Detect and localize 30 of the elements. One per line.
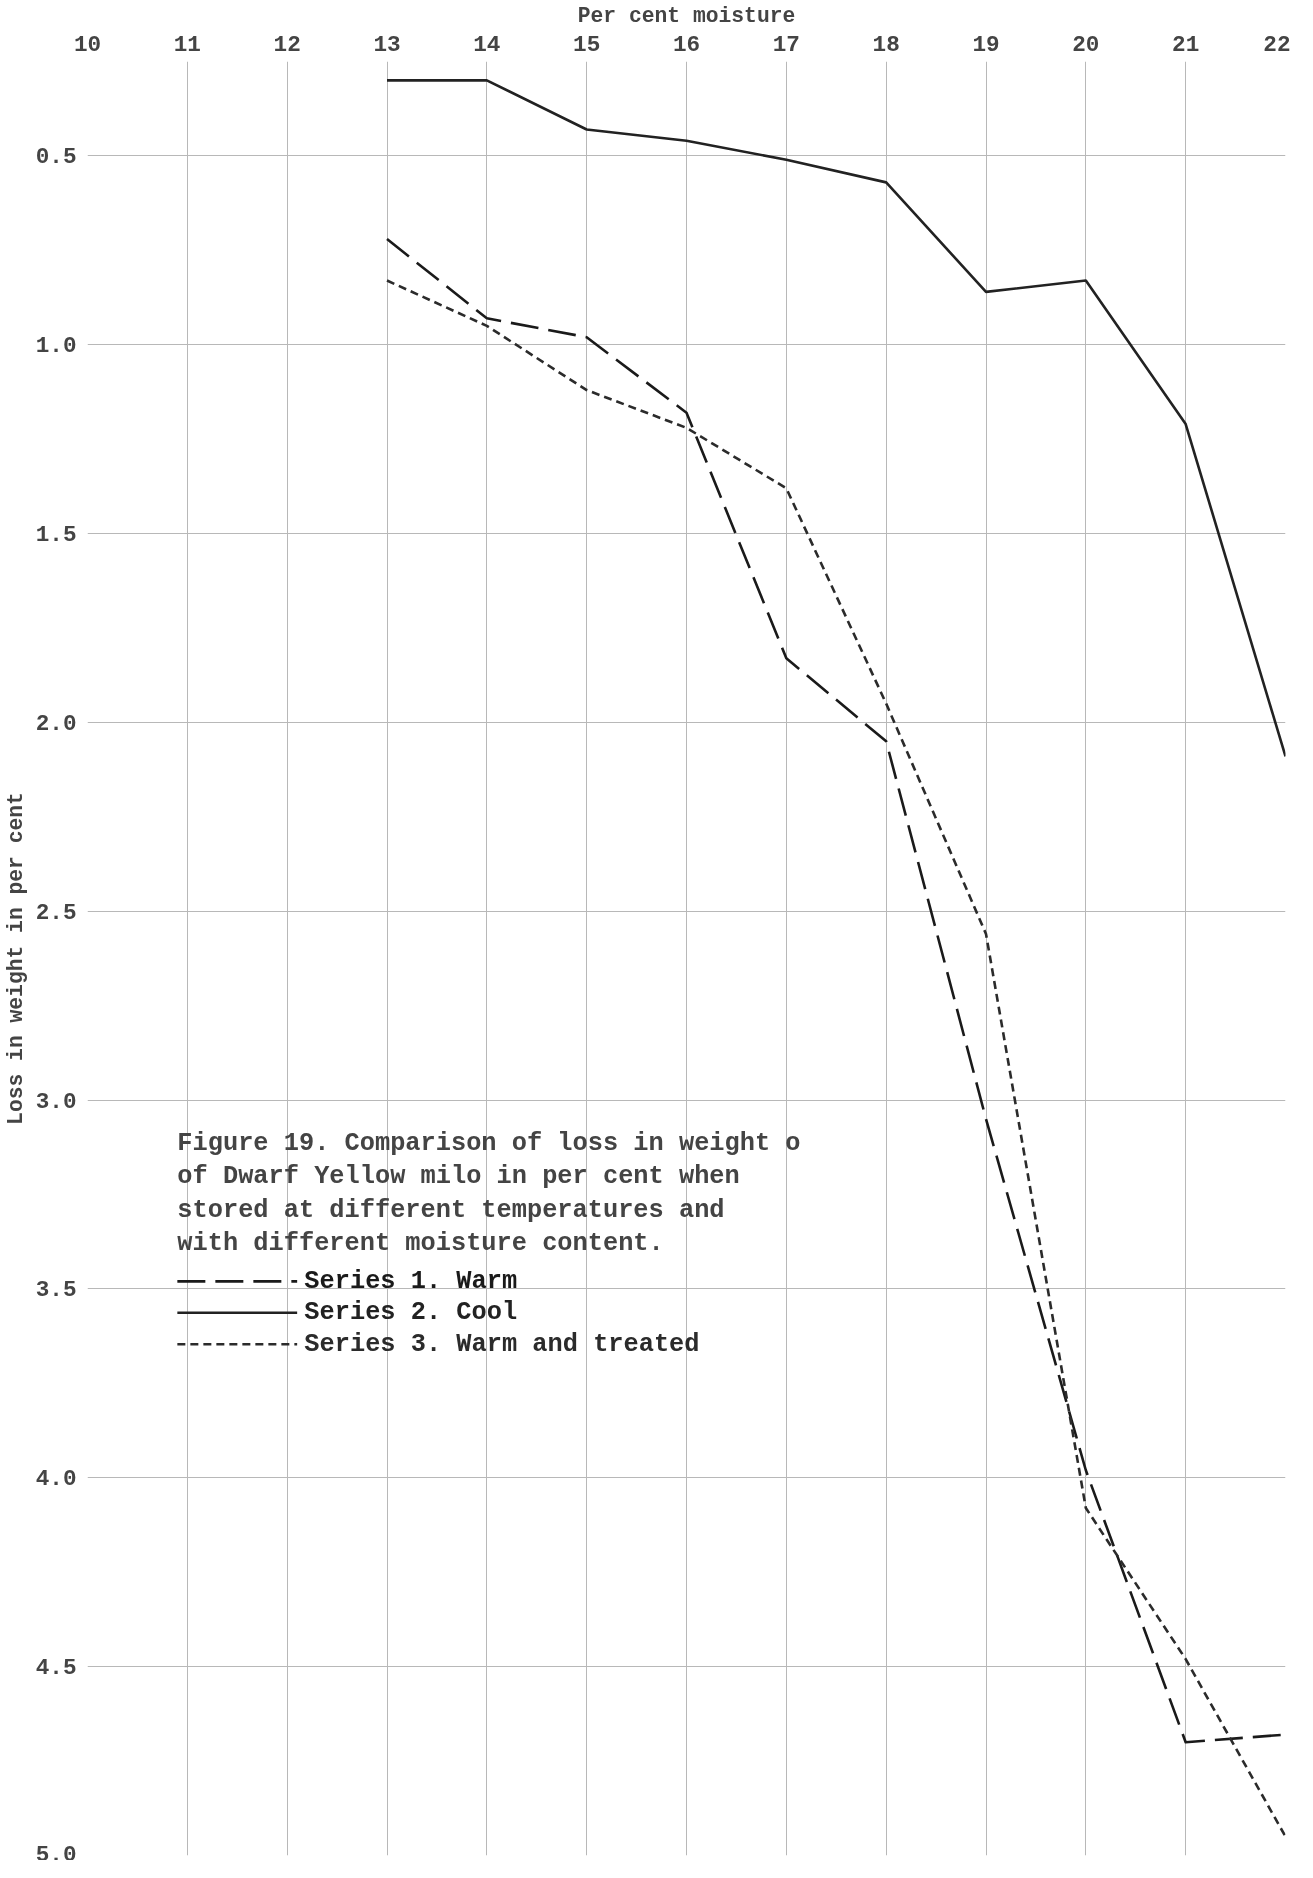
x-tick-label: 12 <box>273 31 301 58</box>
y-tick-label: 1.0 <box>35 333 77 360</box>
y-tick-label: 2.0 <box>35 710 77 737</box>
legend-label: Series 1. Warm <box>304 1266 518 1296</box>
y-tick-label: 3.5 <box>35 1277 77 1304</box>
x-tick-label: 11 <box>173 31 201 58</box>
x-tick-label: 16 <box>672 31 701 58</box>
x-tick-label: 10 <box>73 31 102 58</box>
line-series <box>385 79 1286 758</box>
x-tick-label: 14 <box>473 31 501 58</box>
y-tick-label: 2.5 <box>35 899 77 926</box>
legend-label: Series 2. Cool <box>304 1298 518 1328</box>
x-tick-label: 19 <box>972 31 1000 58</box>
annotation: Figure 19. Comparison of loss in weight o of Dwarf Yellow milo in per cent when stored at different temperatures and with different moisture content. <box>177 1128 801 1258</box>
y-tick-label: 4.5 <box>35 1655 77 1682</box>
y-tick-label: 0.5 <box>35 144 77 171</box>
x-axis-title: Per cent moisture <box>577 3 796 28</box>
legend-label: Series 3. Warm and treated <box>304 1329 700 1359</box>
x-tick-label: 21 <box>1172 31 1200 58</box>
x-tick-label: 20 <box>1072 31 1100 58</box>
y-tick-label: 3.0 <box>35 1088 77 1115</box>
y-tick-label: 5.0 <box>35 1841 77 1868</box>
x-tick-label: 17 <box>772 31 800 58</box>
y-tick-label: 4.0 <box>35 1466 77 1493</box>
x-tick-label: 18 <box>872 31 900 58</box>
y-axis-title: Loss in weight in per cent <box>3 792 28 1125</box>
x-tick-label: 22 <box>1263 31 1291 58</box>
x-tick-label: 13 <box>373 31 401 58</box>
x-tick-label: 15 <box>573 31 601 58</box>
y-tick-label: 1.5 <box>35 522 77 549</box>
